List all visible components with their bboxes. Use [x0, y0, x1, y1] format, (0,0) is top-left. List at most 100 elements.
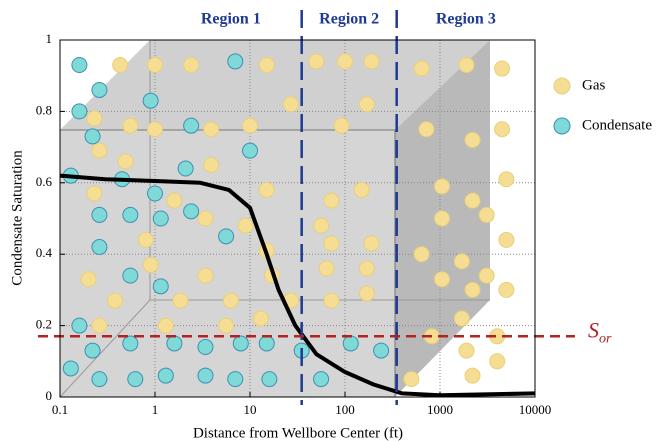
point [198, 368, 213, 383]
point [198, 211, 213, 226]
point [465, 368, 480, 383]
point [324, 293, 339, 308]
point [173, 293, 188, 308]
point [92, 207, 107, 222]
point [223, 293, 238, 308]
point [459, 57, 474, 72]
point [158, 368, 173, 383]
point [359, 286, 374, 301]
point [184, 204, 199, 219]
point [81, 272, 96, 287]
point [459, 343, 474, 358]
x-axis-label: Distance from Wellbore Center (ft) [193, 425, 403, 441]
legend-swatch [554, 118, 570, 134]
point [108, 293, 123, 308]
point [72, 57, 87, 72]
point [309, 54, 324, 69]
y-axis-label: Condensate Saturation [9, 150, 25, 286]
point [87, 111, 102, 126]
point [167, 336, 182, 351]
point [178, 161, 193, 176]
point [153, 279, 168, 294]
x-tick-label: 10 [244, 402, 257, 417]
point [85, 129, 100, 144]
point [143, 257, 158, 272]
point [167, 193, 182, 208]
point [113, 57, 128, 72]
sor-label: Sor [588, 317, 612, 346]
point [198, 340, 213, 355]
point [404, 372, 419, 387]
y-tick-label: 1 [46, 31, 53, 46]
point [314, 218, 329, 233]
y-tick-label: 0 [46, 388, 53, 403]
point [184, 118, 199, 133]
point [454, 311, 469, 326]
point [499, 172, 514, 187]
point [334, 118, 349, 133]
y-tick-label: 0.6 [36, 174, 53, 189]
legend-label: Gas [582, 77, 605, 93]
point [324, 193, 339, 208]
point [63, 361, 78, 376]
point [92, 240, 107, 255]
y-tick-label: 0.8 [36, 102, 52, 117]
point [364, 236, 379, 251]
point [259, 57, 274, 72]
point [92, 143, 107, 158]
point [364, 54, 379, 69]
point [374, 343, 389, 358]
point [204, 122, 219, 137]
point [228, 372, 243, 387]
point [354, 182, 369, 197]
point [338, 54, 353, 69]
point [414, 247, 429, 262]
legend-label: Condensate [582, 117, 652, 133]
region-label: Region 2 [319, 11, 379, 28]
point [243, 118, 258, 133]
point [243, 143, 258, 158]
chart: Distance from Wellbore Center (ft) Conde… [0, 0, 672, 441]
point [72, 318, 87, 333]
point [283, 97, 298, 112]
point [259, 182, 274, 197]
point [435, 179, 450, 194]
point [92, 318, 107, 333]
point [228, 54, 243, 69]
point [435, 272, 450, 287]
point [219, 318, 234, 333]
y-tick-label: 0.4 [36, 245, 53, 260]
region-label: Region 1 [201, 11, 261, 28]
point [123, 207, 138, 222]
point [148, 186, 163, 201]
point [359, 97, 374, 112]
point [92, 82, 107, 97]
point [414, 61, 429, 76]
point [314, 372, 329, 387]
point [123, 118, 138, 133]
point [204, 157, 219, 172]
point [262, 372, 277, 387]
point [118, 154, 133, 169]
point [465, 282, 480, 297]
point [319, 261, 334, 276]
x-tick-label: 1 [152, 402, 159, 417]
point [479, 268, 494, 283]
point [92, 372, 107, 387]
point [495, 61, 510, 76]
point [499, 282, 514, 297]
point [128, 372, 143, 387]
point [138, 232, 153, 247]
sor-subscript: or [599, 332, 612, 347]
point [87, 186, 102, 201]
point [153, 211, 168, 226]
point [123, 268, 138, 283]
region-label: Region 3 [436, 11, 496, 28]
point [479, 207, 494, 222]
box-front [60, 130, 395, 397]
point [85, 343, 100, 358]
point [454, 254, 469, 269]
point [123, 336, 138, 351]
y-tick-label: 0.2 [36, 317, 52, 332]
sor-symbol: S [588, 317, 599, 342]
